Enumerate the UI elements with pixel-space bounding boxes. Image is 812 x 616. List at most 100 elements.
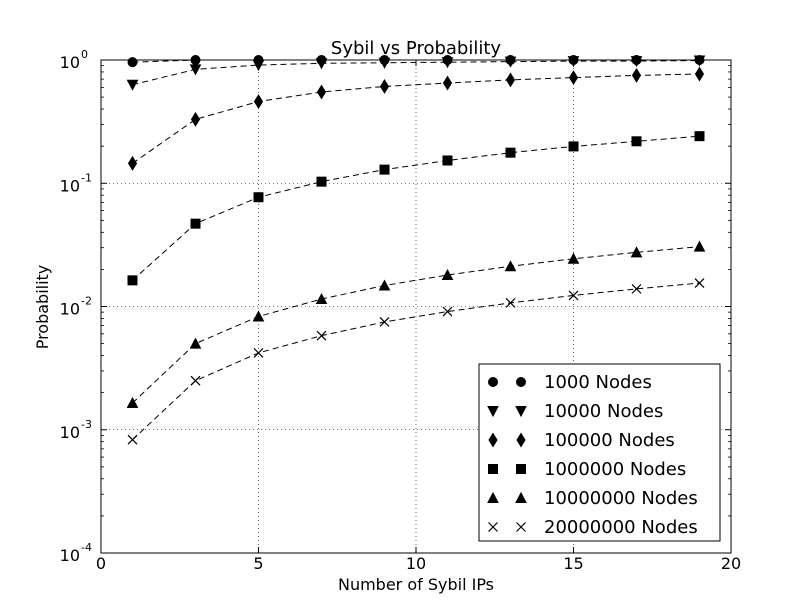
legend-item: 1000000 Nodes: [488, 459, 686, 480]
data-point: [189, 64, 202, 76]
y-tick-label-exponent: -2: [81, 295, 92, 308]
data-point: [190, 218, 201, 229]
data-point: [568, 141, 579, 152]
data-point: [127, 275, 138, 286]
data-point: [127, 57, 138, 68]
data-point: [631, 67, 642, 83]
data-point: [504, 260, 517, 272]
data-point: [631, 136, 642, 147]
data-point: [379, 164, 390, 175]
data-point: [442, 75, 453, 91]
legend-marker: [488, 377, 498, 387]
legend-marker: [515, 491, 527, 503]
y-tick-label-base: 10: [60, 176, 80, 195]
legend-item: 1000 Nodes: [488, 372, 652, 393]
legend-item: 10000 Nodes: [487, 401, 663, 422]
legend-marker: [487, 491, 499, 503]
legend-label: 20000000 Nodes: [544, 517, 698, 538]
series-line-4: [132, 246, 700, 404]
legend-item: 20000000 Nodes: [488, 517, 698, 538]
y-tick-label: 10 -1: [60, 171, 92, 195]
x-axis-label: Number of Sybil IPs: [338, 575, 494, 594]
chart-title: Sybil vs Probability: [331, 38, 501, 59]
legend-marker: [515, 406, 527, 418]
data-point: [252, 310, 265, 322]
data-point: [694, 131, 705, 142]
data-point: [505, 297, 516, 308]
data-point: [189, 337, 202, 349]
y-tick-label-exponent: -4: [81, 541, 92, 554]
data-point: [442, 155, 453, 166]
data-point: [316, 176, 327, 187]
legend-label: 1000 Nodes: [544, 372, 652, 393]
y-axis-label: Probability: [33, 265, 52, 350]
data-point: [505, 147, 516, 158]
legend-item: 100000 Nodes: [488, 430, 675, 451]
legend-marker: [488, 464, 498, 474]
data-point: [630, 246, 643, 258]
x-tick-label: 0: [96, 554, 106, 573]
legend-box: [478, 363, 721, 542]
data-point: [190, 375, 201, 386]
x-tick-label: 10: [406, 554, 426, 573]
data-point: [631, 283, 642, 294]
y-tick-label: 10 -4: [60, 541, 92, 565]
data-point: [441, 268, 454, 281]
y-tick-label-exponent: 0: [81, 48, 88, 61]
data-point: [253, 94, 264, 110]
series-markers-4: [126, 240, 706, 408]
data-point: [379, 316, 390, 327]
legend-marker: [488, 432, 498, 448]
legend-label: 1000000 Nodes: [544, 459, 686, 480]
series-markers-2: [127, 66, 705, 171]
legend: 1000 Nodes 10000 Nodes 100000 Nodes 1000000…: [478, 363, 721, 542]
data-point: [693, 55, 706, 67]
series-markers-3: [127, 131, 705, 286]
data-point: [693, 240, 706, 252]
data-point: [315, 58, 328, 70]
data-point: [190, 111, 201, 127]
y-tick-label-base: 10: [60, 546, 80, 565]
y-tick-label-exponent: -3: [81, 418, 92, 431]
data-point: [127, 434, 138, 445]
legend-marker: [488, 522, 498, 532]
y-tick-label-exponent: -1: [81, 171, 92, 184]
data-point: [694, 278, 705, 288]
legend-marker: [487, 406, 499, 418]
x-tick-label: 20: [721, 554, 741, 573]
data-point: [442, 306, 453, 317]
data-point: [316, 330, 327, 341]
y-tick-label-base: 10: [60, 53, 80, 72]
data-point: [378, 279, 391, 291]
legend-marker: [516, 377, 526, 387]
data-point: [127, 155, 138, 171]
data-point: [379, 79, 390, 94]
legend-item: 10000000 Nodes: [487, 488, 698, 509]
legend-label: 10000000 Nodes: [544, 488, 698, 509]
series-line-3: [132, 135, 700, 281]
y-tick-label-base: 10: [60, 423, 80, 442]
data-point: [568, 290, 579, 301]
data-point: [567, 252, 580, 264]
data-point: [253, 192, 264, 203]
legend-marker: [516, 464, 526, 474]
data-point: [126, 396, 139, 408]
data-point: [630, 56, 643, 68]
series-markers: [126, 55, 706, 445]
series-line-2: [132, 73, 700, 164]
data-point: [126, 79, 139, 91]
data-point: [316, 84, 327, 100]
data-point: [315, 292, 328, 305]
data-point: [505, 72, 516, 88]
data-point: [568, 70, 579, 86]
y-tick-label-base: 10: [60, 300, 80, 319]
data-point: [378, 57, 391, 69]
x-tick-label: 15: [563, 554, 583, 573]
y-tick-label: 10 -3: [60, 418, 92, 442]
legend-marker: [516, 432, 526, 448]
axis-ticks: [100, 59, 732, 554]
x-tick-label: 5: [253, 554, 263, 573]
